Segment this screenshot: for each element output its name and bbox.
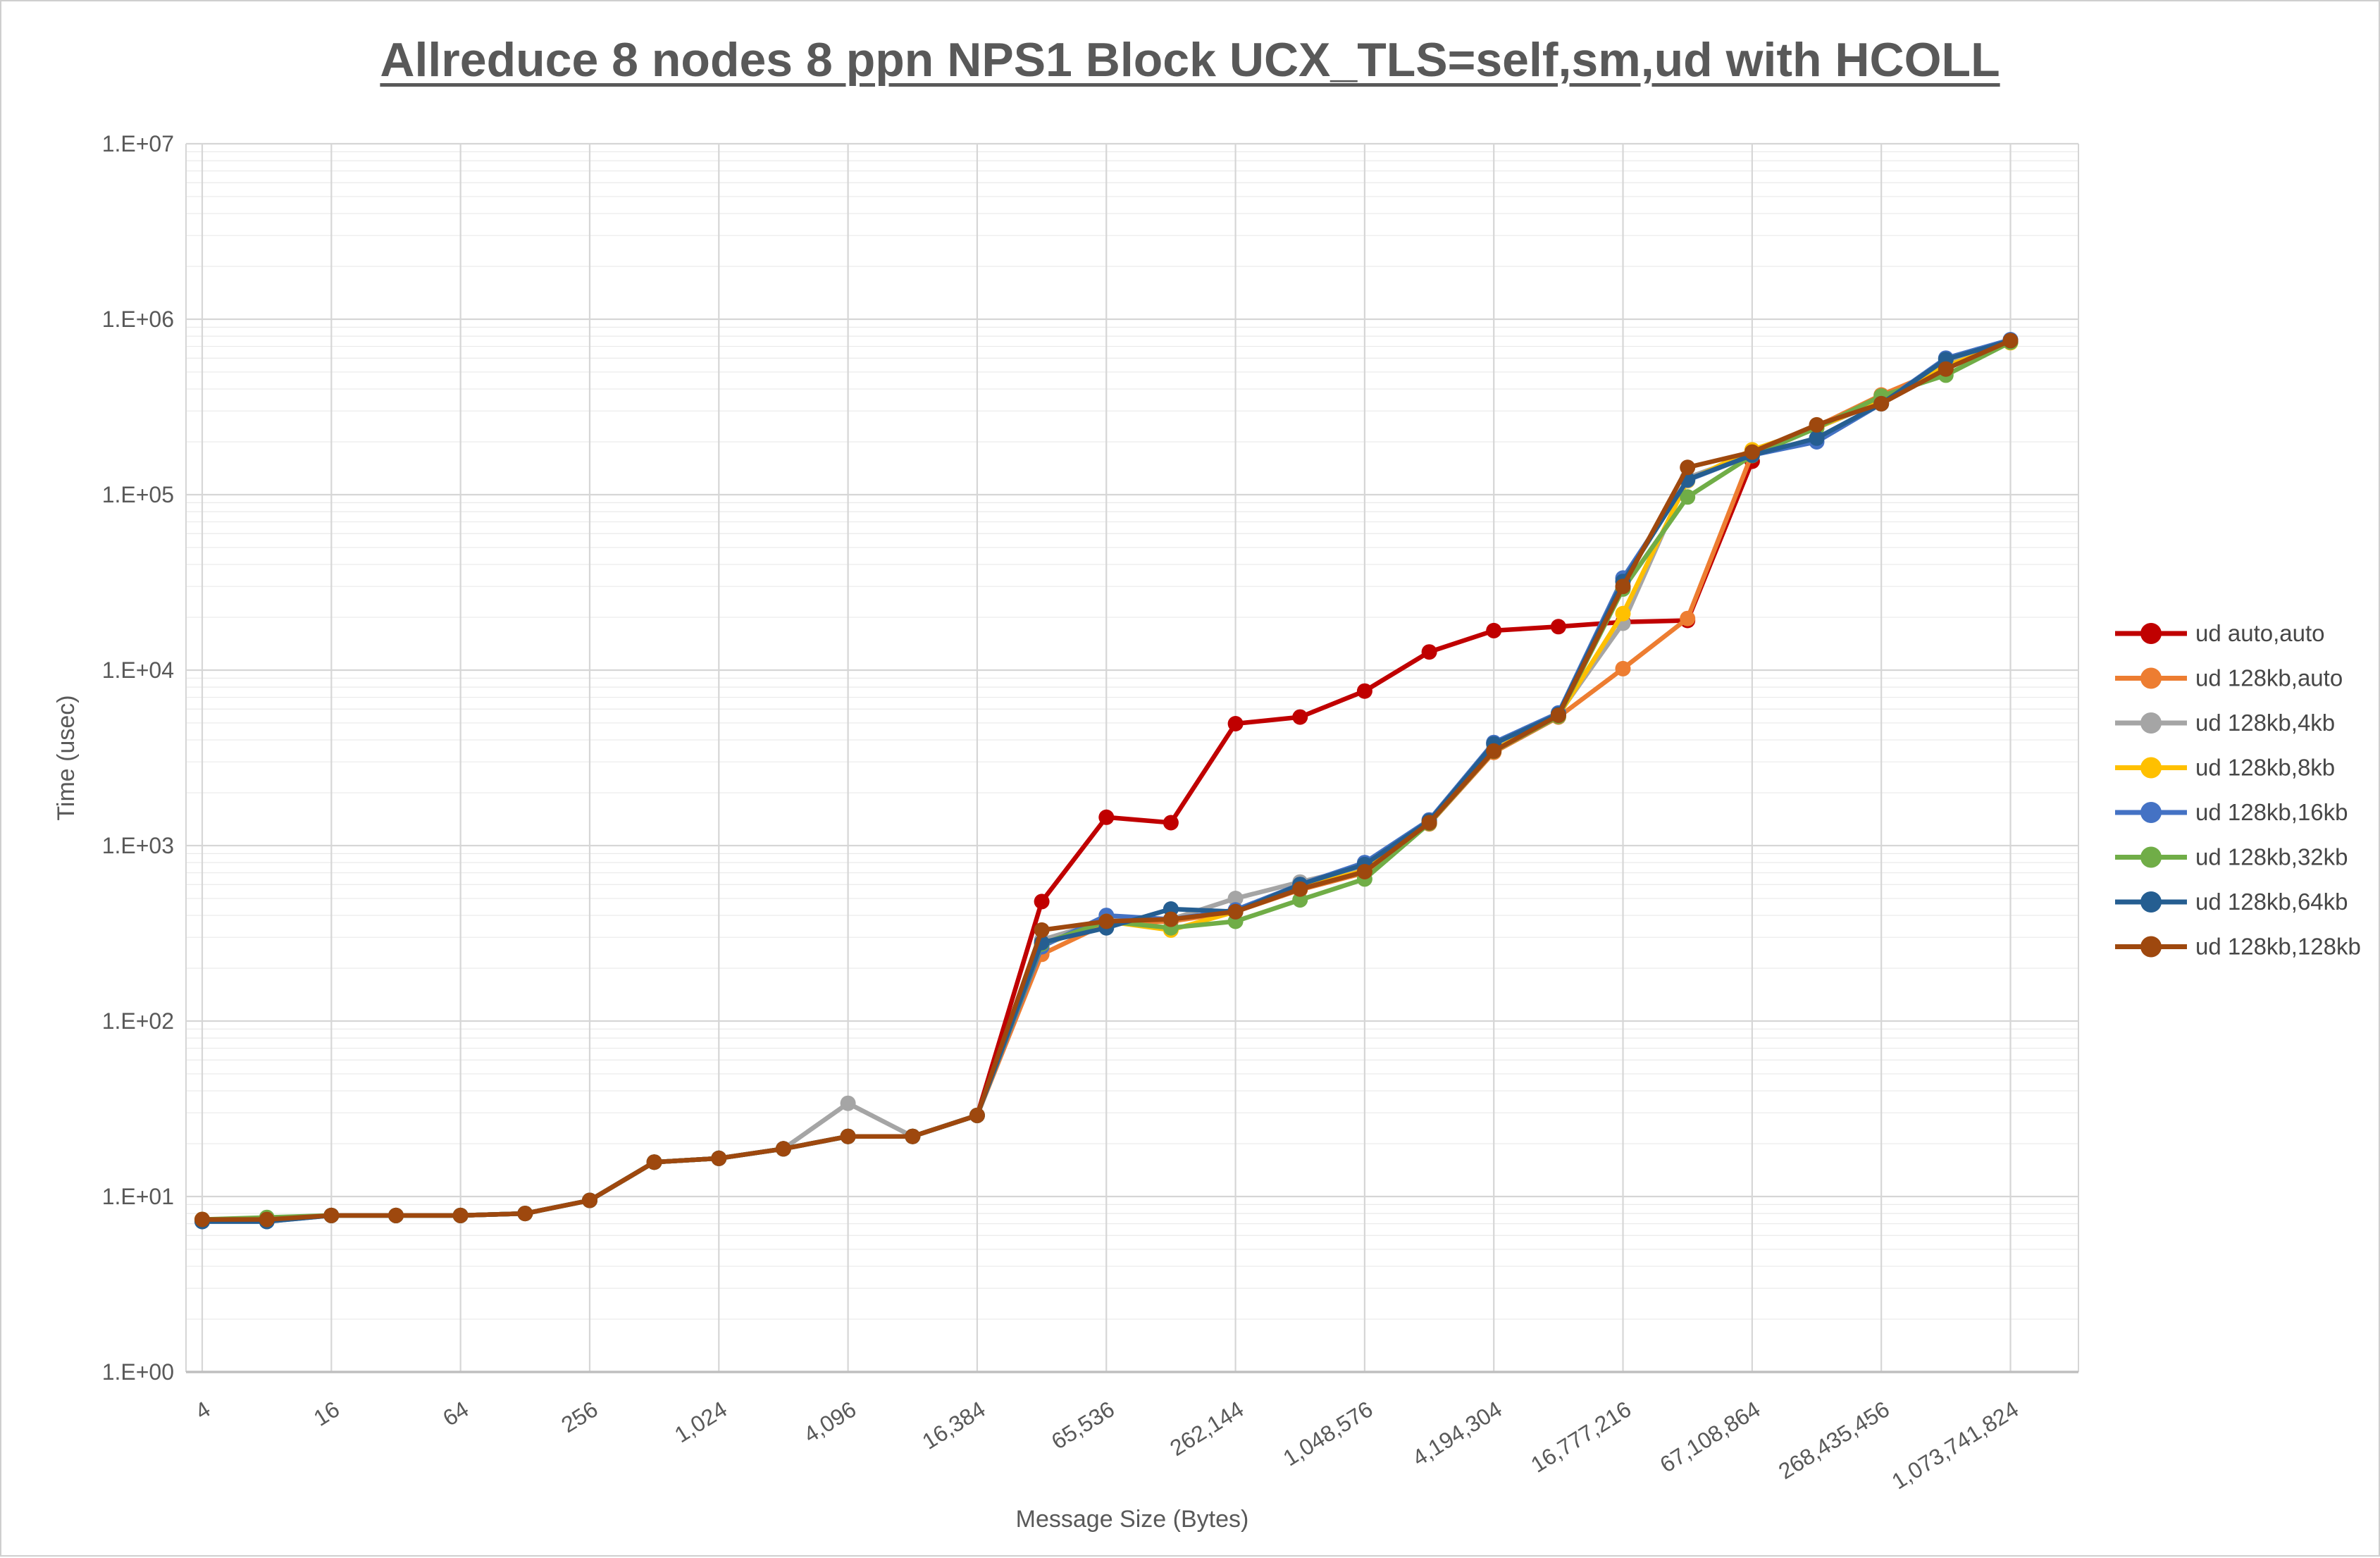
y-axis-tick-label: 1.E+03 bbox=[102, 833, 174, 858]
y-axis-title: Time (usec) bbox=[53, 695, 80, 820]
legend-swatch-marker bbox=[2140, 846, 2162, 868]
series-marker-ud-128kb-128kb bbox=[1163, 911, 1179, 927]
legend-swatch-marker bbox=[2140, 936, 2162, 958]
series-marker-ud-auto-auto bbox=[1421, 644, 1437, 660]
series-marker-ud-auto-auto bbox=[1098, 809, 1115, 825]
series-marker-ud-auto-auto bbox=[1486, 622, 1502, 638]
series-marker-ud-128kb-128kb bbox=[905, 1128, 921, 1144]
x-axis-tick-label: 64 bbox=[438, 1396, 473, 1430]
x-axis-tick-label: 65,536 bbox=[1047, 1396, 1119, 1454]
series-marker-ud-128kb-128kb bbox=[323, 1207, 340, 1223]
legend-item-label: ud auto,auto bbox=[2195, 620, 2325, 646]
series-marker-ud-128kb-128kb bbox=[840, 1128, 856, 1144]
legend-item-label: ud 128kb,16kb bbox=[2195, 799, 2348, 825]
x-axis-tick-label: 4,194,304 bbox=[1408, 1396, 1506, 1471]
series-marker-ud-128kb-auto bbox=[1615, 660, 1631, 676]
x-axis-tick-label: 262,144 bbox=[1165, 1396, 1248, 1461]
legend-item-label: ud 128kb,8kb bbox=[2195, 755, 2335, 781]
x-axis-tick-label: 16 bbox=[309, 1396, 344, 1430]
legend-swatch-marker bbox=[2140, 757, 2162, 779]
y-axis-tick-label: 1.E+02 bbox=[102, 1008, 174, 1034]
series-marker-ud-128kb-128kb bbox=[2002, 333, 2019, 349]
series-marker-ud-128kb-64kb bbox=[1809, 430, 1825, 446]
series-marker-ud-128kb-4kb bbox=[840, 1095, 856, 1111]
series-marker-ud-128kb-128kb bbox=[1421, 815, 1437, 831]
y-axis-tick-label: 1.E+06 bbox=[102, 307, 174, 332]
legend-swatch-marker bbox=[2140, 891, 2162, 913]
chart-title: Allreduce 8 nodes 8 ppn NPS1 Block UCX_T… bbox=[380, 33, 2000, 87]
series-marker-ud-128kb-32kb bbox=[1680, 489, 1696, 505]
x-axis-tick-label: 1,024 bbox=[670, 1396, 731, 1447]
x-axis-tick-label: 268,435,456 bbox=[1774, 1396, 1894, 1484]
series-marker-ud-128kb-128kb bbox=[1356, 864, 1372, 879]
legend-item-label: ud 128kb,64kb bbox=[2195, 889, 2348, 915]
y-axis-tick-label: 1.E+07 bbox=[102, 131, 174, 156]
series-marker-ud-128kb-128kb bbox=[1486, 743, 1502, 759]
series-marker-ud-128kb-32kb bbox=[1292, 892, 1308, 908]
x-axis-tick-label: 67,108,864 bbox=[1656, 1396, 1765, 1477]
series-marker-ud-128kb-128kb bbox=[1292, 881, 1308, 897]
series-marker-ud-128kb-128kb bbox=[1615, 579, 1631, 595]
x-axis-tick-label: 4 bbox=[191, 1396, 215, 1424]
legend-swatch-marker bbox=[2140, 802, 2162, 823]
series-marker-ud-128kb-128kb bbox=[582, 1192, 597, 1208]
legend-swatch-marker bbox=[2140, 623, 2162, 644]
series-marker-ud-128kb-128kb bbox=[1227, 903, 1244, 920]
series-marker-ud-128kb-128kb bbox=[711, 1150, 727, 1166]
series-marker-ud-128kb-128kb bbox=[775, 1141, 791, 1157]
x-axis-title: Message Size (Bytes) bbox=[1016, 1506, 1249, 1533]
series-marker-ud-auto-auto bbox=[1550, 619, 1566, 635]
legend-item-label: ud 128kb,auto bbox=[2195, 665, 2343, 691]
series-marker-ud-128kb-128kb bbox=[1550, 707, 1566, 724]
series-marker-ud-128kb-8kb bbox=[1615, 605, 1631, 622]
series-marker-ud-128kb-128kb bbox=[1938, 361, 1954, 377]
series-marker-ud-128kb-128kb bbox=[646, 1154, 662, 1170]
series-marker-ud-128kb-128kb bbox=[1873, 395, 1890, 412]
legend-swatch-marker bbox=[2140, 712, 2162, 734]
series-marker-ud-128kb-128kb bbox=[1098, 913, 1115, 929]
series-marker-ud-auto-auto bbox=[1034, 894, 1050, 910]
series-marker-ud-128kb-auto bbox=[1680, 610, 1696, 626]
series-marker-ud-128kb-128kb bbox=[194, 1211, 210, 1228]
series-marker-ud-128kb-128kb bbox=[452, 1207, 469, 1223]
series-marker-ud-128kb-128kb bbox=[1034, 922, 1050, 938]
y-axis-tick-label: 1.E+05 bbox=[102, 482, 174, 507]
y-axis-tick-label: 1.E+00 bbox=[102, 1359, 174, 1385]
series-marker-ud-128kb-128kb bbox=[1744, 444, 1760, 460]
legend-item-label: ud 128kb,32kb bbox=[2195, 844, 2348, 870]
x-axis-tick-label: 16,384 bbox=[918, 1396, 990, 1454]
y-axis-tick-label: 1.E+01 bbox=[102, 1184, 174, 1209]
x-axis-tick-label: 4,096 bbox=[799, 1396, 860, 1447]
legend-item-label: ud 128kb,128kb bbox=[2195, 934, 2361, 960]
series-marker-ud-128kb-128kb bbox=[388, 1207, 404, 1223]
x-axis-tick-label: 16,777,216 bbox=[1526, 1396, 1635, 1477]
series-marker-ud-auto-auto bbox=[1163, 815, 1179, 831]
series-marker-ud-128kb-128kb bbox=[1809, 416, 1825, 433]
x-axis-tick-label: 1,073,741,824 bbox=[1888, 1396, 2023, 1494]
series-marker-ud-128kb-128kb bbox=[969, 1107, 985, 1123]
legend-swatch-marker bbox=[2140, 667, 2162, 689]
x-axis-tick-label: 256 bbox=[557, 1396, 602, 1438]
series-marker-ud-128kb-4kb bbox=[1227, 891, 1244, 906]
series-marker-ud-auto-auto bbox=[1292, 709, 1308, 725]
series-marker-ud-128kb-128kb bbox=[1680, 459, 1696, 476]
x-axis-tick-label: 1,048,576 bbox=[1279, 1396, 1377, 1471]
y-axis-tick-label: 1.E+04 bbox=[102, 657, 174, 683]
series-marker-ud-auto-auto bbox=[1356, 683, 1372, 699]
series-marker-ud-128kb-128kb bbox=[517, 1206, 533, 1222]
legend-item-label: ud 128kb,4kb bbox=[2195, 710, 2335, 736]
series-marker-ud-128kb-128kb bbox=[259, 1211, 275, 1228]
series-marker-ud-auto-auto bbox=[1227, 716, 1244, 731]
